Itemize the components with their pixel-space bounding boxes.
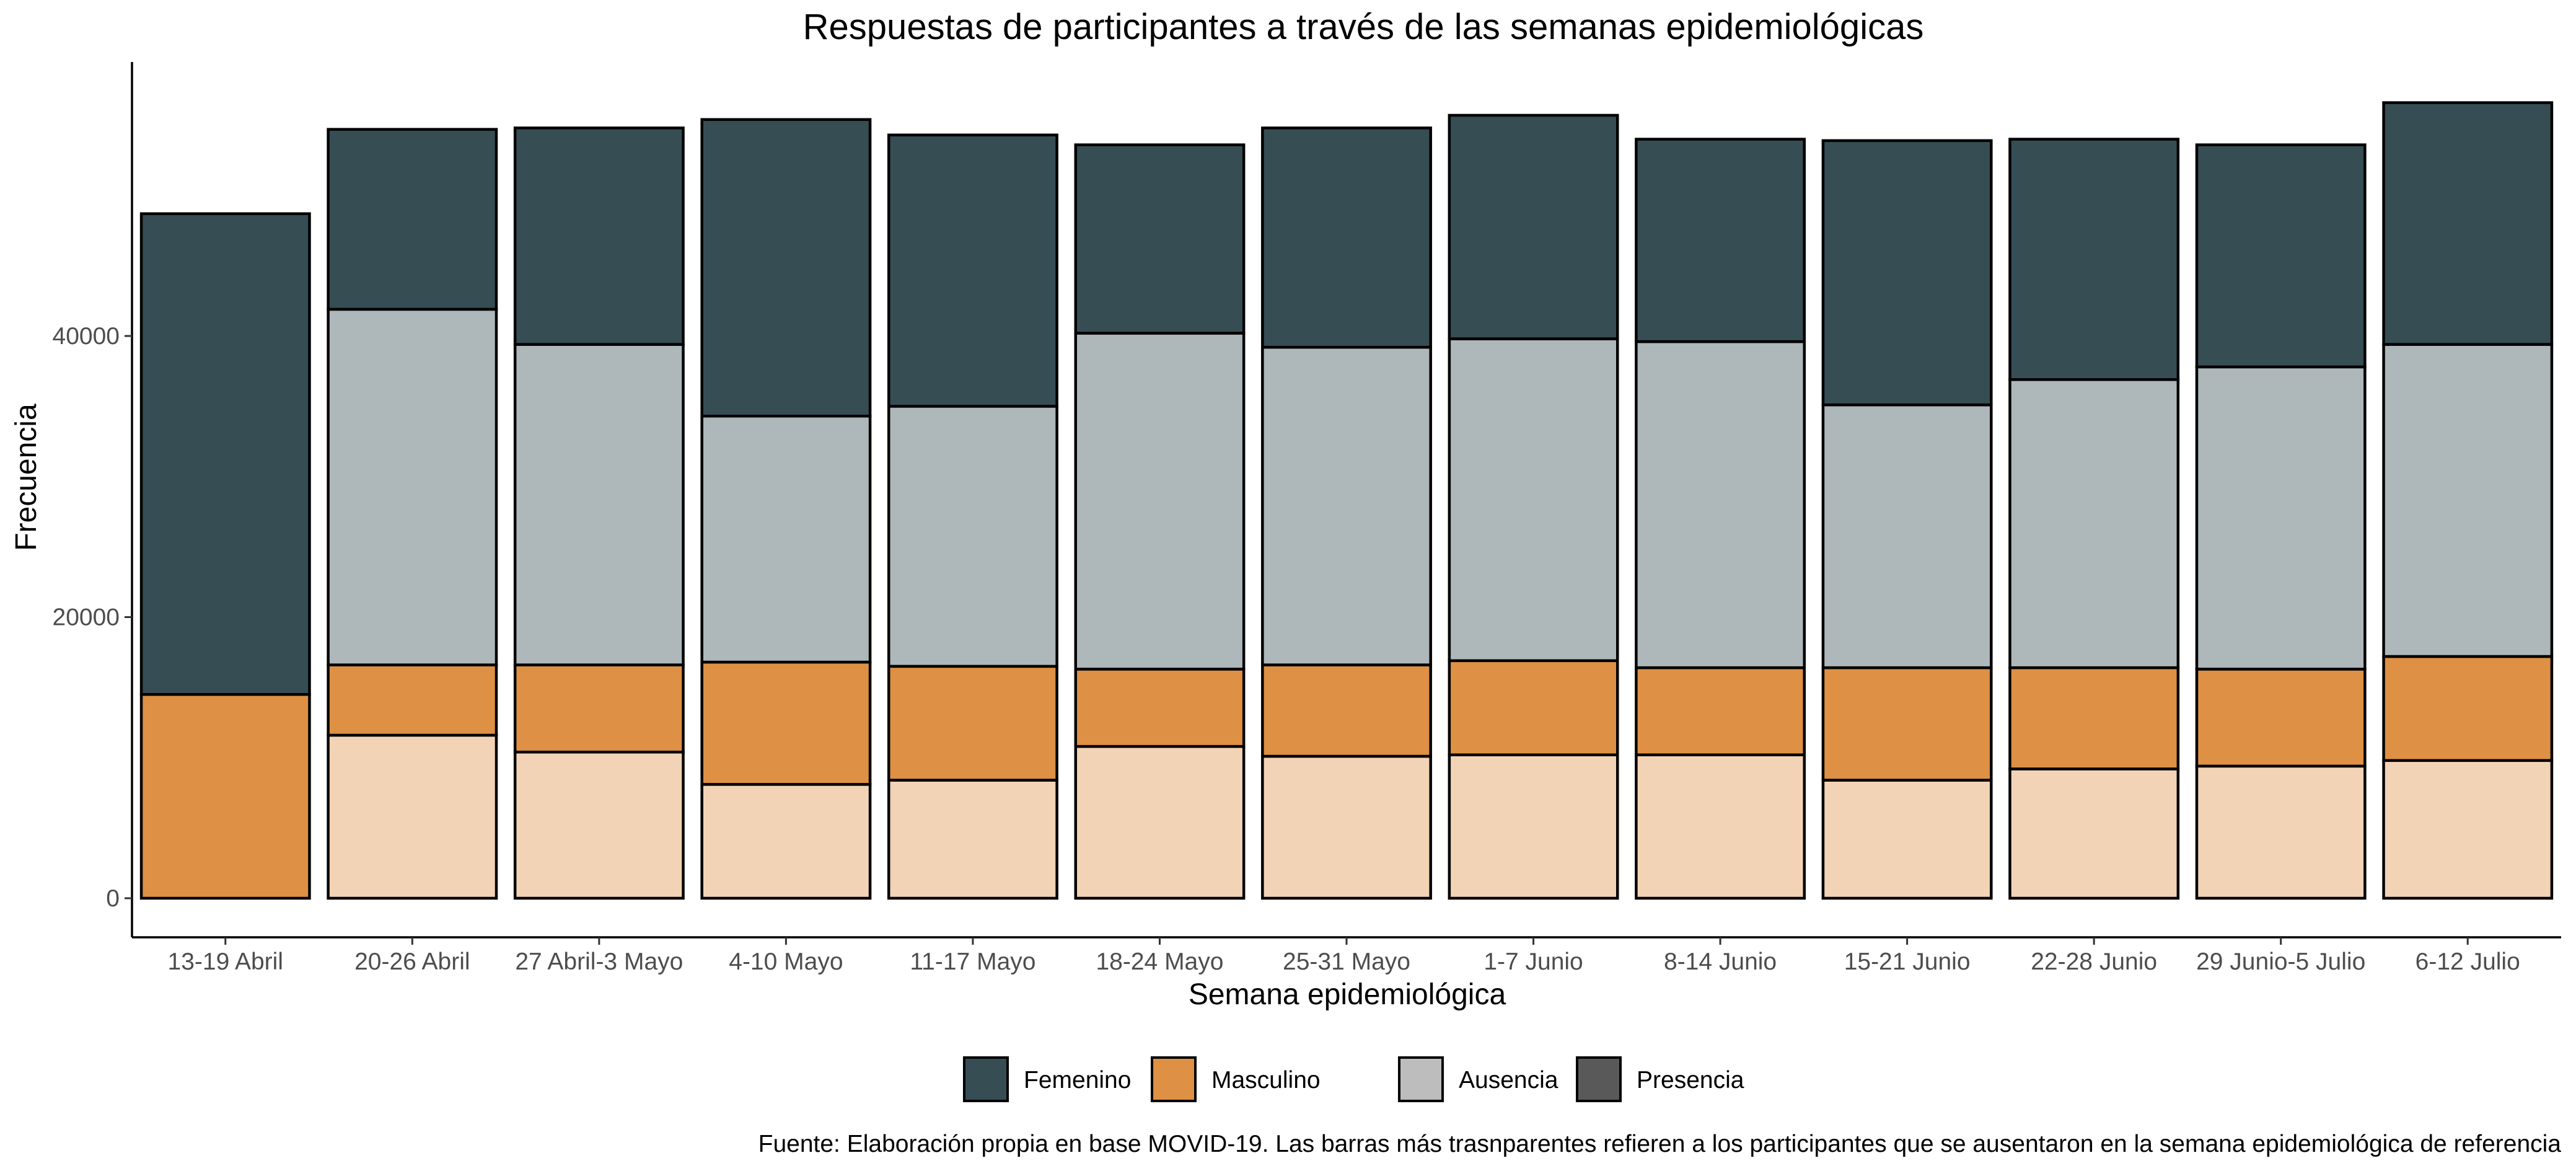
bar-segment-femenino-presencia-2 (513, 126, 685, 346)
bar-segment-femenino-presencia-11 (2195, 143, 2367, 369)
x-tick-label-6: 25-31 Mayo (1283, 948, 1410, 975)
bar-segment-femenino-ausencia-2 (513, 343, 685, 666)
bar-segment-femenino-ausencia-6 (1261, 345, 1432, 666)
bar-segment-masculino-ausencia-10 (2008, 767, 2180, 900)
bar-segment-femenino-presencia-10 (2008, 138, 2180, 381)
x-tick-label-4: 11-17 Mayo (910, 948, 1035, 975)
bar-segment-femenino-presencia-0 (139, 212, 311, 696)
x-tick-label-8: 8-14 Junio (1664, 948, 1777, 975)
bar-segment-masculino-presencia-1 (327, 663, 498, 737)
bar-segment-masculino-presencia-12 (2382, 655, 2554, 762)
x-tick-label-5: 18-24 Mayo (1096, 948, 1223, 975)
bar-segment-masculino-ausencia-11 (2195, 764, 2367, 900)
x-tick-label-9: 15-21 Junio (1844, 948, 1971, 975)
legend-key-presencia (1576, 1056, 1622, 1102)
x-axis-title: Semana epidemiológica (1189, 978, 1506, 1011)
x-tick-label-2: 27 Abril-3 Mayo (515, 948, 683, 975)
bar-segment-femenino-ausencia-7 (1448, 337, 1619, 663)
bar-segment-masculino-ausencia-9 (1821, 779, 1993, 900)
y-axis: 0 20000 40000 (53, 62, 133, 937)
legend-label-presencia: Presencia (1637, 1067, 1744, 1094)
legend-label-masculino: Masculino (1211, 1067, 1321, 1094)
legend-key-ausencia (1398, 1056, 1444, 1102)
x-tick-label-12: 6-12 Julio (2416, 948, 2520, 975)
bar-segment-femenino-ausencia-5 (1074, 332, 1246, 671)
bar-segment-femenino-presencia-12 (2382, 101, 2554, 346)
bar-segment-masculino-presencia-0 (139, 692, 311, 900)
bar-segment-femenino-presencia-4 (887, 133, 1058, 408)
bar-segment-masculino-ausencia-8 (1635, 753, 1806, 900)
bar-segment-femenino-ausencia-10 (2008, 378, 2180, 669)
bar-segment-femenino-ausencia-3 (700, 414, 872, 664)
legend: Femenino Masculino Ausencia Presencia (963, 1056, 1744, 1102)
x-tick-label-10: 22-28 Junio (2031, 948, 2157, 975)
bar-segment-femenino-presencia-6 (1261, 126, 1432, 349)
bar-segment-femenino-presencia-7 (1448, 113, 1619, 340)
legend-label-femenino: Femenino (1024, 1067, 1131, 1094)
bar-segment-masculino-presencia-8 (1635, 666, 1806, 756)
chart-caption: Fuente: Elaboración propia en base MOVID… (758, 1131, 2562, 1157)
bar-segment-masculino-presencia-4 (887, 665, 1058, 782)
bar-segment-femenino-presencia-9 (1821, 139, 1993, 407)
y-tick-label-1: 20000 (53, 604, 120, 631)
bar-segment-masculino-ausencia-7 (1448, 753, 1619, 900)
x-axis: 13-19 Abril 20-26 Abril 27 Abril-3 Mayo 4-1… (132, 936, 2561, 975)
y-axis-title: Frecuencia (10, 404, 43, 551)
x-tick-label-3: 4-10 Mayo (729, 948, 843, 975)
bars-group (139, 101, 2554, 900)
bar-segment-masculino-ausencia-12 (2382, 759, 2554, 900)
bar-segment-masculino-presencia-10 (2008, 666, 2180, 771)
bar-segment-masculino-presencia-7 (1448, 659, 1619, 756)
x-tick-label-0: 13-19 Abril (168, 948, 283, 975)
legend-key-femenino (963, 1056, 1009, 1102)
bar-segment-masculino-ausencia-1 (327, 733, 498, 900)
bar-segment-masculino-presencia-6 (1261, 663, 1432, 758)
y-tick-label-0: 0 (106, 885, 120, 912)
bar-segment-masculino-ausencia-3 (700, 783, 872, 900)
bar-segment-femenino-presencia-5 (1074, 143, 1246, 335)
bar-segment-femenino-ausencia-11 (2195, 365, 2367, 671)
bar-segment-femenino-ausencia-1 (327, 307, 498, 666)
bar-segment-femenino-ausencia-12 (2382, 343, 2554, 658)
legend-key-masculino (1151, 1056, 1197, 1102)
legend-label-ausencia: Ausencia (1459, 1067, 1558, 1094)
bar-segment-masculino-ausencia-6 (1261, 754, 1432, 900)
bar-segment-masculino-presencia-3 (700, 660, 872, 786)
x-tick-label-11: 29 Junio-5 Julio (2196, 948, 2365, 975)
x-tick-label-7: 1-7 Junio (1484, 948, 1583, 975)
bar-segment-masculino-presencia-5 (1074, 668, 1246, 748)
bar-segment-masculino-ausencia-2 (513, 750, 685, 900)
bar-segment-femenino-ausencia-8 (1635, 340, 1806, 669)
y-tick-label-2: 40000 (53, 323, 120, 350)
bar-segment-femenino-ausencia-4 (887, 405, 1058, 668)
bar-segment-femenino-ausencia-9 (1821, 403, 1993, 669)
bar-segment-femenino-presencia-3 (700, 118, 872, 418)
bar-segment-masculino-ausencia-5 (1074, 745, 1246, 900)
bar-segment-femenino-presencia-8 (1635, 138, 1806, 343)
bar-segment-masculino-presencia-11 (2195, 668, 2367, 768)
x-tick-label-1: 20-26 Abril (354, 948, 470, 975)
chart-title: Respuestas de participantes a través de … (803, 7, 1924, 47)
bar-segment-femenino-presencia-1 (327, 128, 498, 311)
bar-segment-masculino-presencia-2 (513, 663, 685, 754)
bar-segment-masculino-ausencia-4 (887, 779, 1058, 900)
bar-segment-masculino-presencia-9 (1821, 666, 1993, 782)
